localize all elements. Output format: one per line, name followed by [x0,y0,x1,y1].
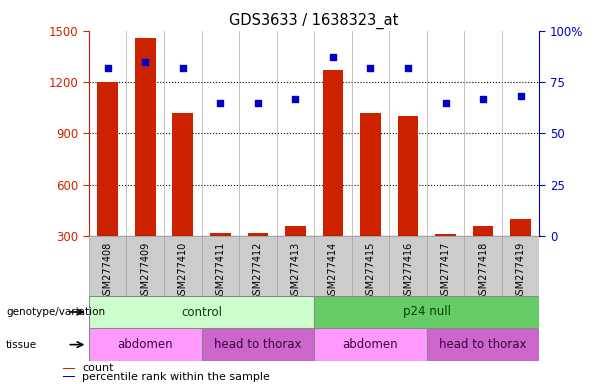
Text: GSM277412: GSM277412 [253,242,263,301]
Point [365,65,375,71]
Point [103,65,113,71]
Bar [97,82,118,288]
Bar [314,236,352,296]
Bar [89,296,314,328]
Bar [276,236,314,296]
Bar [427,236,465,296]
Text: GSM277419: GSM277419 [516,242,526,301]
Bar [360,113,381,288]
Bar [63,368,75,369]
Bar [389,236,427,296]
Point [291,96,300,102]
Bar [398,116,418,288]
Text: abdomen: abdomen [343,338,398,351]
Bar [511,219,531,288]
Text: GSM277417: GSM277417 [441,242,451,301]
Text: GSM277410: GSM277410 [178,242,188,301]
Text: GSM277409: GSM277409 [140,242,150,301]
Bar [248,233,268,288]
Point [253,99,263,106]
Text: abdomen: abdomen [118,338,173,351]
Bar [202,236,239,296]
Text: GSM277413: GSM277413 [291,242,300,301]
Text: GSM277418: GSM277418 [478,242,488,301]
Text: GSM277414: GSM277414 [328,242,338,301]
Text: percentile rank within the sample: percentile rank within the sample [82,372,270,382]
Bar [473,226,493,288]
Bar [314,296,539,328]
Bar [465,236,502,296]
Point [178,65,188,71]
Bar [435,235,456,288]
Text: GSM277408: GSM277408 [102,242,113,301]
Bar [63,376,75,377]
Point [140,58,150,65]
Point [478,96,488,102]
Point [403,65,413,71]
Point [441,99,451,106]
Bar [322,70,343,288]
Text: tissue: tissue [6,339,37,350]
Bar [89,236,126,296]
Bar [126,236,164,296]
Bar [502,236,539,296]
Bar [172,113,193,288]
Bar [239,236,276,296]
Text: p24 null: p24 null [403,306,451,318]
Bar [210,233,230,288]
Bar [89,328,202,361]
Text: control: control [181,306,222,318]
Title: GDS3633 / 1638323_at: GDS3633 / 1638323_at [229,13,399,29]
Text: GSM277416: GSM277416 [403,242,413,301]
Point [328,55,338,61]
Bar [314,328,427,361]
Point [215,99,225,106]
Text: count: count [82,363,114,374]
Bar [135,38,156,288]
Bar [285,226,306,288]
Text: head to thorax: head to thorax [214,338,302,351]
Bar [352,236,389,296]
Text: genotype/variation: genotype/variation [6,307,105,317]
Bar [164,236,202,296]
Bar [202,328,314,361]
Point [516,93,525,99]
Text: GSM277415: GSM277415 [365,242,376,301]
Text: head to thorax: head to thorax [440,338,527,351]
Bar [427,328,539,361]
Text: GSM277411: GSM277411 [215,242,226,301]
